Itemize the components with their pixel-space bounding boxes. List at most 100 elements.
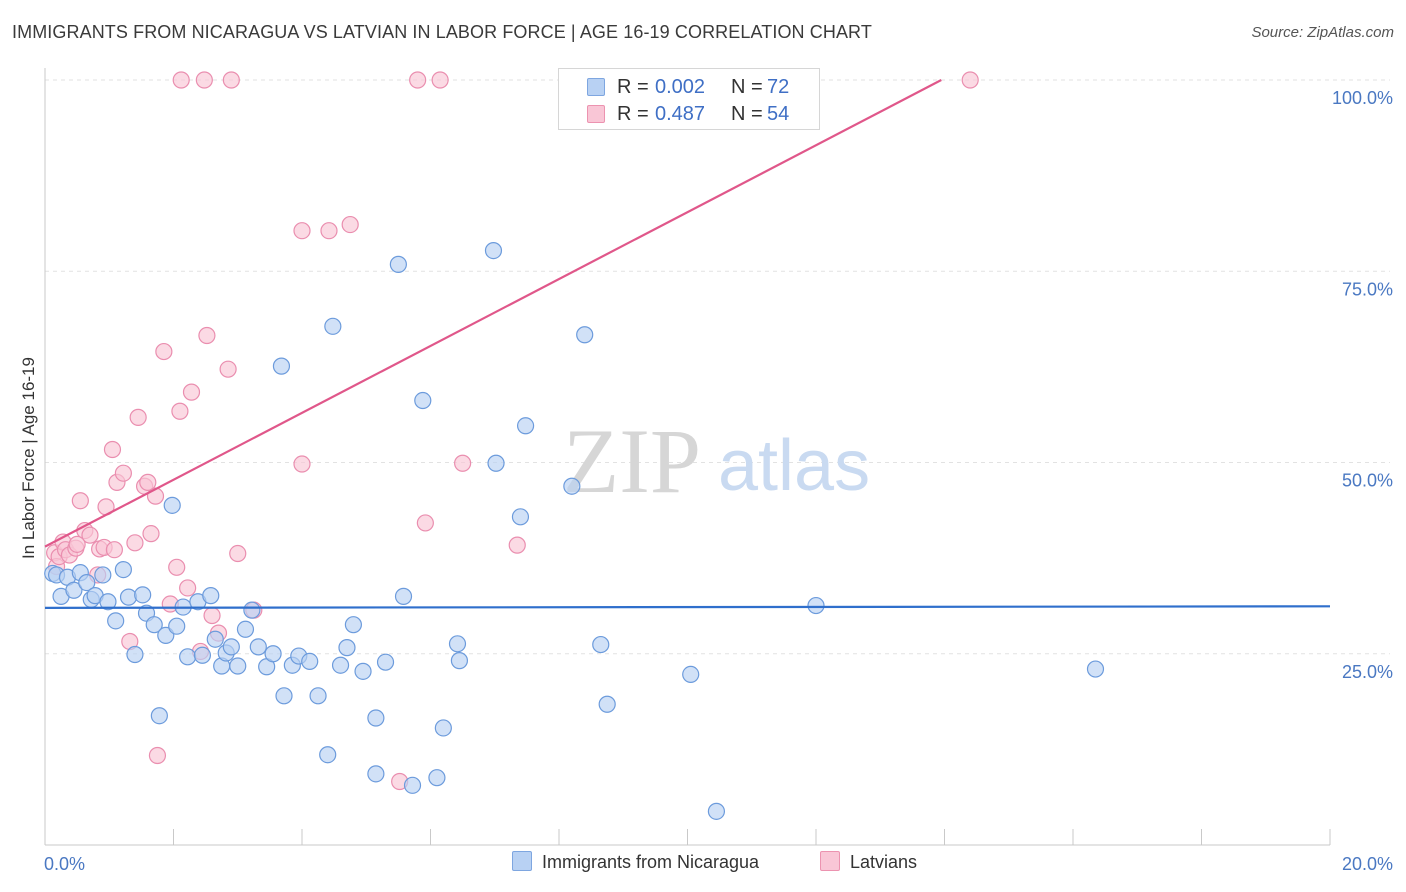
nicaragua-point: [264, 645, 282, 663]
latvian-point: [219, 360, 237, 378]
latvian-point: [103, 440, 122, 459]
latvian-point: [81, 526, 99, 544]
nicaragua-point: [389, 255, 407, 273]
latvian-point: [126, 534, 144, 552]
bottom-legend-latvians: Latvians: [820, 851, 917, 873]
legend-n-label: N =: [731, 76, 763, 98]
nicaragua-point: [78, 574, 96, 592]
nicaragua-point: [598, 695, 616, 713]
nicaragua-point: [434, 719, 452, 737]
nicaragua-point: [107, 612, 125, 630]
nicaragua-trend-line: [44, 605, 1331, 609]
stats-legend: R = 0.002 N = 72 R = 0.487 N = 54: [558, 68, 820, 130]
nicaragua-point: [163, 496, 181, 514]
nicaragua-point: [367, 709, 385, 727]
trend-lines: [44, 79, 1331, 609]
nicaragua-point: [376, 653, 395, 671]
legend-swatch-latvians: [587, 105, 605, 123]
latvian-point: [155, 342, 173, 361]
x-tick-label-min: 0.0%: [44, 854, 85, 874]
nicaragua-point: [414, 391, 432, 410]
nicaragua-point: [114, 560, 132, 579]
nicaragua-point: [193, 646, 212, 664]
legend-n-value: 54: [767, 103, 790, 125]
nicaragua-point: [126, 645, 144, 664]
nicaragua-point: [236, 620, 255, 638]
nicaragua-point: [338, 639, 356, 657]
chart-title: IMMIGRANTS FROM NICARAGUA VS LATVIAN IN …: [12, 22, 872, 42]
latvian-point: [182, 383, 201, 401]
nicaragua-points: [44, 241, 1105, 820]
latvian-point: [168, 558, 186, 576]
watermark: ZIP atlas: [563, 410, 870, 512]
nicaragua-point: [94, 566, 112, 584]
latvian-point: [105, 541, 123, 559]
nicaragua-point: [354, 662, 372, 680]
nicaragua-point: [99, 593, 117, 611]
latvians-trend-line: [44, 79, 942, 548]
nicaragua-point: [222, 638, 240, 656]
gridlines: [45, 79, 1390, 655]
latvian-point: [454, 454, 472, 472]
latvian-point: [179, 579, 197, 597]
latvian-point: [409, 71, 427, 89]
latvian-point: [129, 408, 147, 426]
nicaragua-point: [563, 477, 581, 495]
nicaragua-point: [331, 656, 350, 674]
latvian-point: [172, 71, 190, 89]
nicaragua-point: [450, 652, 469, 670]
source-credit: Source: ZipAtlas.com: [1251, 24, 1394, 41]
latvian-point: [68, 535, 86, 553]
legend-label-nicaragua: Immigrants from Nicaragua: [542, 852, 760, 872]
x-tick-label-max: 20.0%: [1342, 854, 1393, 874]
nicaragua-point: [309, 687, 327, 705]
latvian-point: [416, 514, 434, 532]
nicaragua-point: [592, 635, 610, 654]
legend-r-label: R =: [617, 76, 649, 98]
latvian-point: [961, 71, 979, 89]
legend-r-label: R =: [617, 103, 649, 125]
latvian-point: [114, 464, 132, 482]
legend-n-label: N =: [731, 103, 763, 125]
nicaragua-point: [275, 687, 293, 705]
nicaragua-point: [202, 587, 220, 605]
nicaragua-point: [367, 765, 385, 783]
nicaragua-point: [179, 648, 197, 666]
nicaragua-point: [428, 769, 446, 787]
legend-n-value: 72: [767, 76, 790, 98]
watermark-atlas: atlas: [718, 426, 870, 506]
latvian-point: [203, 606, 221, 625]
nicaragua-point: [134, 586, 152, 604]
latvian-point: [71, 492, 89, 510]
latvian-point: [148, 746, 167, 765]
latvian-point: [320, 222, 338, 240]
y-tick-label: 75.0%: [1342, 279, 1393, 299]
latvian-point: [293, 222, 311, 240]
nicaragua-point: [206, 630, 224, 648]
nicaragua-point: [168, 617, 186, 635]
nicaragua-point: [150, 707, 168, 725]
nicaragua-point: [249, 638, 267, 656]
x-tick-labels: 0.0% 20.0%: [44, 854, 1393, 874]
y-tick-label: 50.0%: [1342, 471, 1393, 491]
nicaragua-point: [516, 417, 535, 435]
nicaragua-point: [484, 241, 503, 260]
nicaragua-point: [324, 317, 342, 335]
nicaragua-point: [272, 357, 291, 375]
latvian-point: [198, 326, 216, 345]
latvian-point: [222, 71, 240, 89]
nicaragua-point: [576, 326, 594, 344]
axes: [44, 68, 1331, 846]
y-tick-label: 25.0%: [1342, 662, 1393, 682]
nicaragua-point: [807, 596, 825, 615]
nicaragua-point: [145, 616, 163, 634]
latvian-point: [293, 455, 311, 473]
latvian-point: [195, 71, 213, 89]
bottom-legend-nicaragua: Immigrants from Nicaragua: [512, 851, 760, 873]
latvian-point: [171, 402, 189, 420]
nicaragua-point: [682, 665, 700, 684]
nicaragua-point: [301, 652, 319, 671]
nicaragua-point: [344, 616, 362, 634]
legend-swatch-nicaragua: [587, 78, 605, 96]
